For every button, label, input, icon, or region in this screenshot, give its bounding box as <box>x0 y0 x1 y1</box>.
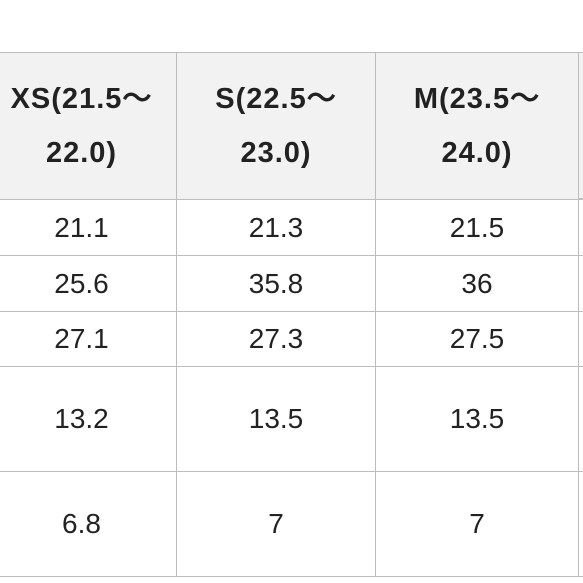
data-cell: 27.1 <box>0 311 177 367</box>
data-cell: 6.8 <box>0 471 177 577</box>
data-cell: 25.6 <box>0 255 177 312</box>
data-cell: 13.5 <box>375 366 579 472</box>
data-cell: 27.3 <box>176 311 376 367</box>
cut-cell <box>578 311 583 367</box>
header-cell: S(22.5～23.0) <box>176 52 376 200</box>
data-cell: 13.2 <box>0 366 177 472</box>
data-cell: 35.8 <box>176 255 376 312</box>
cut-cell <box>578 199 583 256</box>
data-cell: 7 <box>176 471 376 577</box>
header-cell: M(23.5～24.0) <box>375 52 579 200</box>
cut-cell <box>578 255 583 312</box>
data-cell: 21.1 <box>0 199 177 256</box>
data-cell: 27.5 <box>375 311 579 367</box>
data-cell: 13.5 <box>176 366 376 472</box>
header-cell: XS(21.5～22.0) <box>0 52 177 200</box>
data-cell: 21.5 <box>375 199 579 256</box>
cut-header-cell <box>578 52 583 199</box>
data-cell: 7 <box>375 471 579 577</box>
cut-cell <box>578 471 583 577</box>
data-cell: 36 <box>375 255 579 312</box>
cut-cell <box>578 366 583 472</box>
data-cell: 21.3 <box>176 199 376 256</box>
